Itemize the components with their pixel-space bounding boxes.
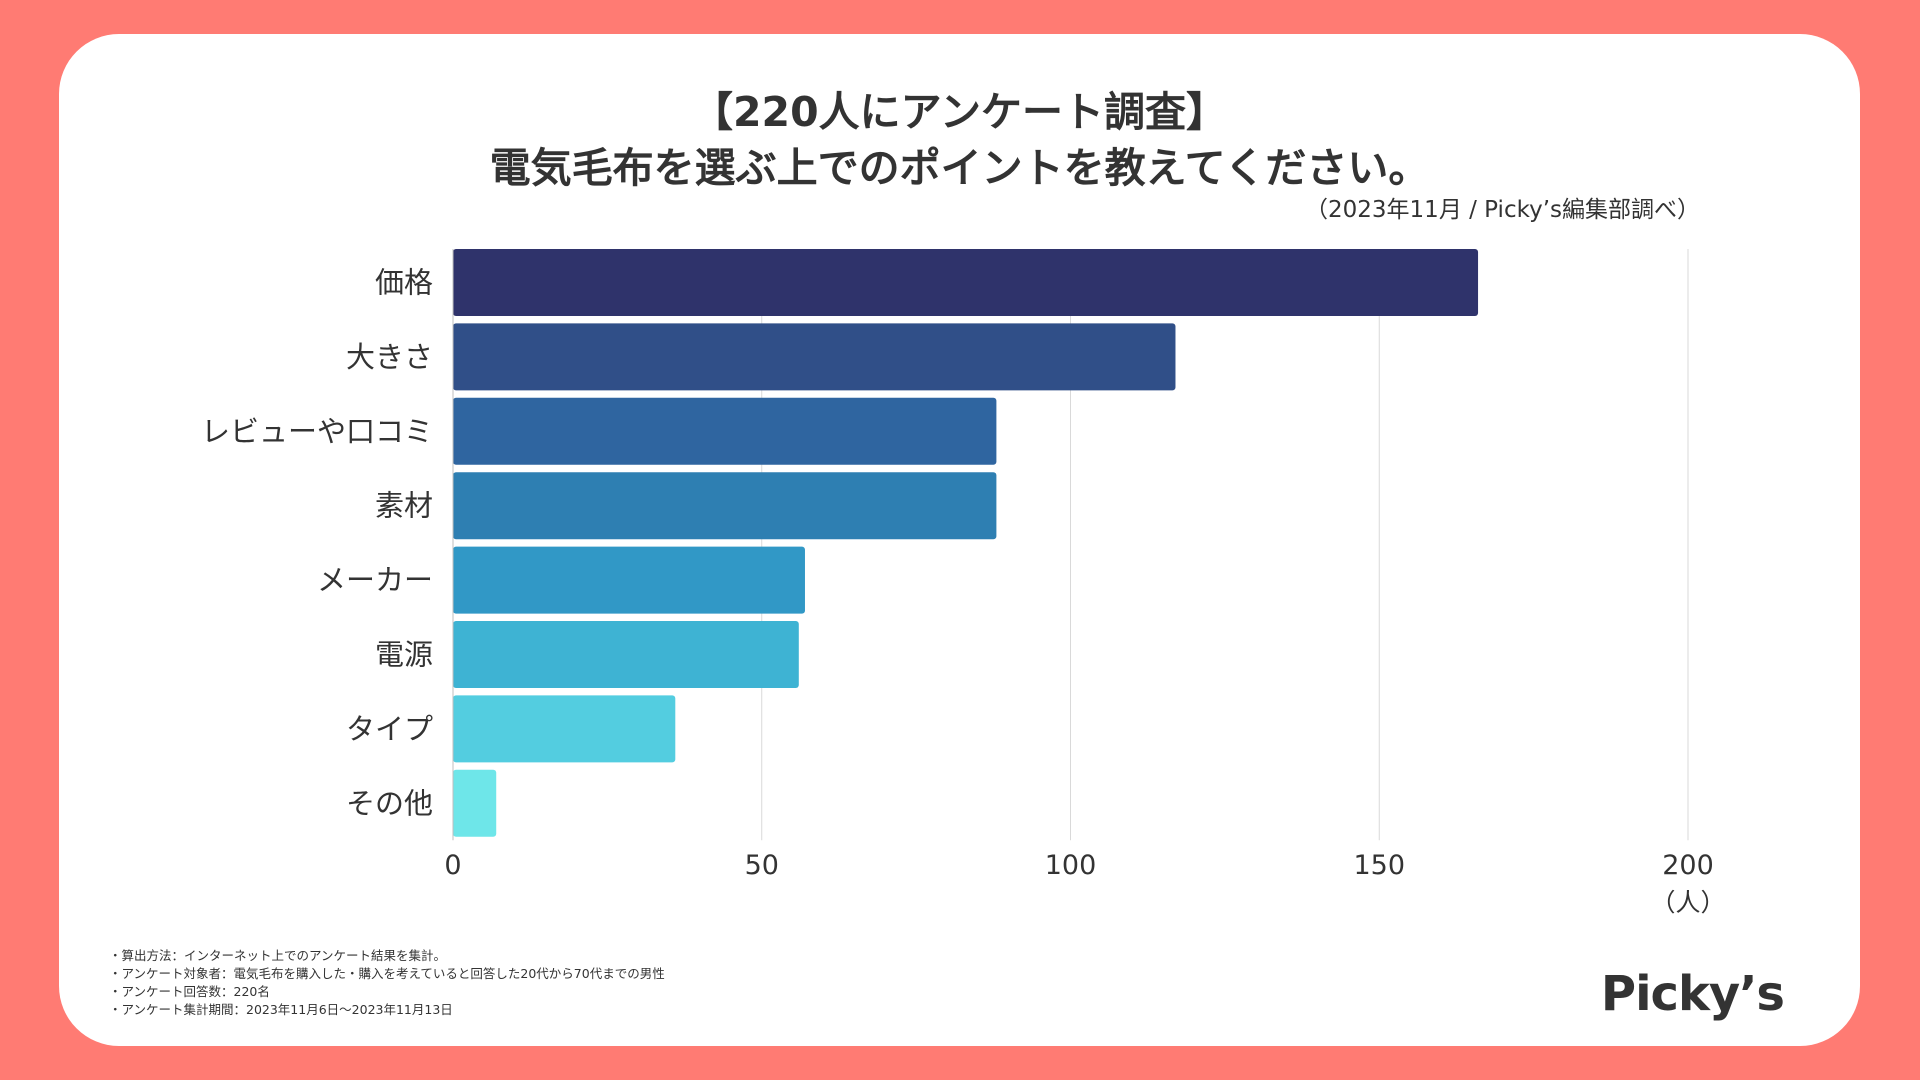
x-tick-label: 200 [1662,850,1714,881]
category-label: 大きさ [346,340,433,374]
source-note: （2023年11月 / Picky’s編集部調べ） [1305,197,1700,223]
chart-card: 【220人にアンケート調査】 電気毛布を選ぶ上でのポイントを教えてください。 （… [59,34,1860,1046]
survey-notes: ・算出方法：インターネット上でのアンケート結果を集計。 ・アンケート対象者：電気… [109,947,665,1019]
picky-logo: Picky’s [1600,966,1785,1022]
category-label: レビューや口コミ [201,414,433,448]
note-method: ・算出方法：インターネット上でのアンケート結果を集計。 [109,948,447,963]
bar-5 [453,621,799,688]
bar-3 [453,472,997,540]
x-tick-label: 50 [745,850,779,881]
title-line-1: 【220人にアンケート調査】 [692,88,1227,136]
bar-7 [453,769,497,837]
note-period: ・アンケート集計期間：2023年11月6日〜2023年11月13日 [109,1002,453,1017]
x-unit-label: （人） [1650,888,1725,917]
category-label: 素材 [375,489,433,523]
bar-2 [453,397,997,465]
x-tick-label: 100 [1045,850,1097,881]
note-count: ・アンケート回答数：220名 [109,984,270,999]
category-label: 電源 [375,638,433,672]
category-label: 価格 [375,266,433,300]
category-label: タイプ [346,712,433,746]
bar-4 [453,546,805,614]
category-label: メーカー [317,563,433,597]
x-tick-label: 0 [444,850,461,881]
bar-0 [453,249,1479,316]
note-target: ・アンケート対象者：電気毛布を購入した・購入を考えていると回答した20代から70… [109,966,665,981]
bar-1 [453,323,1176,391]
chart-title: 【220人にアンケート調査】 電気毛布を選ぶ上でのポイントを教えてください。 [59,84,1860,196]
bar-6 [453,695,676,763]
category-label: その他 [346,786,433,820]
title-line-2: 電気毛布を選ぶ上でのポイントを教えてください。 [489,144,1430,192]
x-tick-label: 150 [1353,850,1405,881]
